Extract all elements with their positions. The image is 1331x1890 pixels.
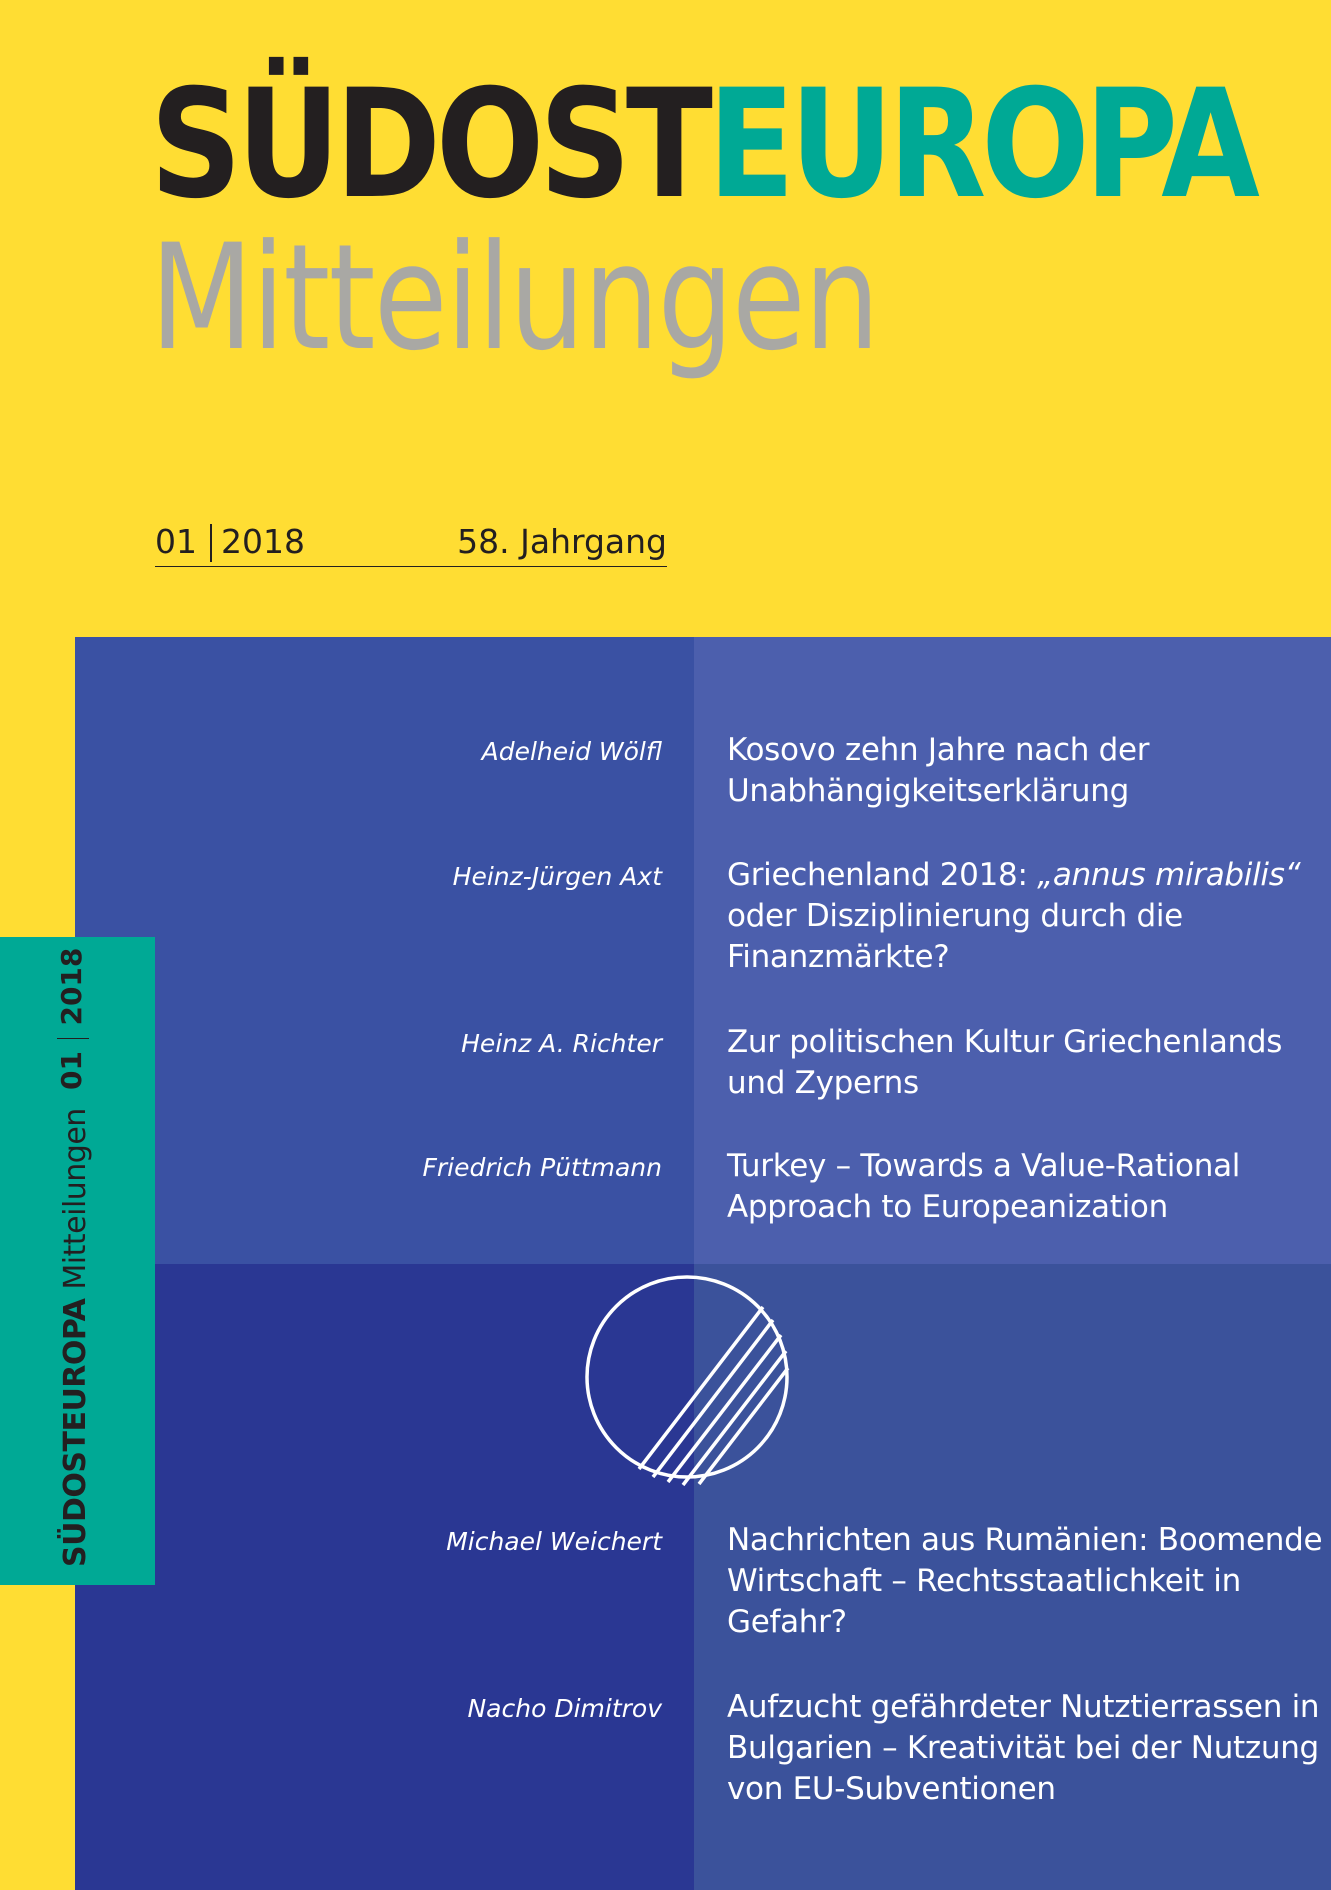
article-title: Zur politischen Kultur Griechenlands und… <box>727 1022 1307 1104</box>
article-title: Kosovo zehn Jahre nach der Unabhängigkei… <box>727 730 1307 812</box>
article-title-line: Wirtschaft – Rechtsstaatlichkeit in <box>727 1563 1241 1599</box>
block-top-left <box>75 637 694 1264</box>
article-title-line: Unabhängigkeitserklärung <box>727 773 1130 809</box>
spine-band <box>0 937 155 1585</box>
article-title-line: Griechenland 2018: „annus mirabilis“ <box>727 855 1307 896</box>
journal-masthead: SÜDOSTEUROPA <box>150 70 1260 220</box>
article-author: Heinz A. Richter <box>461 1029 662 1058</box>
article-author: Adelheid Wölfl <box>481 737 662 766</box>
article-title-line: Turkey – Towards a Value-Rational <box>727 1148 1241 1184</box>
article-title: Turkey – Towards a Value-Rational Approa… <box>727 1146 1307 1228</box>
circle-with-diagonal-lines-icon <box>585 1275 790 1487</box>
issue-volume: 58. Jahrgang <box>457 522 667 561</box>
article-title-emphasis: „annus mirabilis“ <box>1037 857 1301 893</box>
spine-subtitle: Mitteilungen <box>58 1108 93 1299</box>
spine-brand-dark: SÜDOST <box>58 1431 93 1567</box>
issue-info: 01 2018 58. Jahrgang <box>155 520 667 567</box>
spine-issue-year: 2018 <box>55 947 88 1026</box>
spine-title: SÜDOSTEUROPA Mitteilungen <box>58 1108 93 1567</box>
article-title-line: Finanzmärkte? <box>727 939 950 975</box>
article-author: Michael Weichert <box>446 1527 662 1556</box>
spine-brand-accent: EUROPA <box>58 1298 93 1432</box>
article-author: Nacho Dimitrov <box>467 1694 662 1723</box>
issue-divider <box>210 524 212 562</box>
article-title-line: und Zyperns <box>727 1065 919 1101</box>
article-title-line: Approach to Europeanization <box>727 1189 1168 1225</box>
article-title-line: Nachrichten aus Rumänien: Boomende <box>727 1522 1323 1558</box>
block-bottom-right <box>694 1264 1331 1890</box>
article-author: Friedrich Püttmann <box>422 1153 662 1182</box>
article-title-line: Kosovo zehn Jahre nach der <box>727 732 1150 768</box>
masthead-brand-accent: EUROPA <box>707 58 1260 232</box>
article-title-line: Aufzucht gefährdeter Nutztierrassen in <box>727 1689 1320 1725</box>
issue-year: 2018 <box>221 522 305 561</box>
article-title-line: oder Disziplinierung durch die <box>727 898 1183 934</box>
block-top-right <box>694 637 1331 1264</box>
article-title: Griechenland 2018: „annus mirabilis“ ode… <box>727 855 1307 978</box>
article-title-line: Bulgarien – Kreativität bei der Nutzung <box>727 1730 1319 1766</box>
article-title-prefix: Griechenland 2018: <box>727 857 1038 893</box>
spine-issue: 01 2018 <box>55 948 89 1090</box>
masthead-brand-dark: SÜDOST <box>150 58 713 232</box>
article-title-line: Zur politischen Kultur Griechenlands <box>727 1024 1283 1060</box>
masthead-subtitle: Mitteilungen <box>150 213 880 383</box>
block-bottom-left <box>75 1264 694 1890</box>
article-title-line: Gefahr? <box>727 1604 847 1640</box>
article-author: Heinz-Jürgen Axt <box>452 862 662 891</box>
article-title: Nachrichten aus Rumänien: Boomende Wirts… <box>727 1520 1323 1643</box>
spine-issue-number: 01 <box>55 1051 88 1090</box>
issue-number: 01 <box>155 522 197 561</box>
article-title: Aufzucht gefährdeter Nutztierrassen in B… <box>727 1687 1320 1810</box>
article-title-line: von EU-Subventionen <box>727 1771 1056 1807</box>
spine-issue-divider <box>57 1037 89 1040</box>
